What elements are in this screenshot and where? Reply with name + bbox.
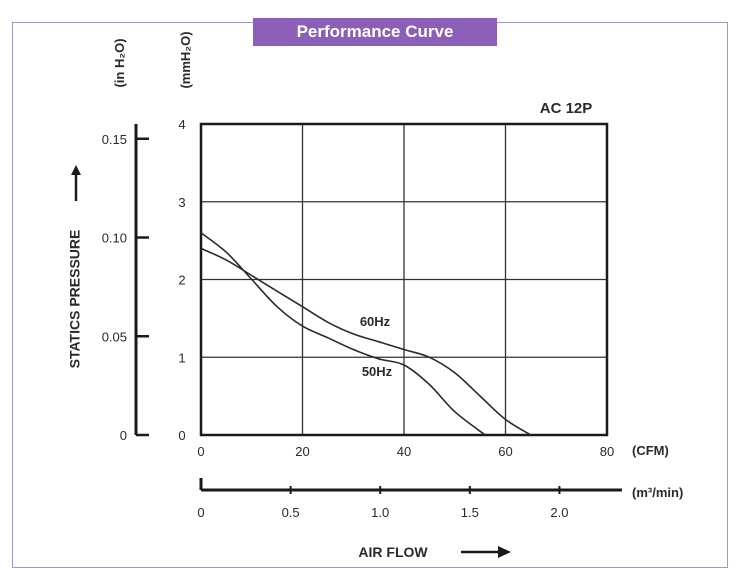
series-line-50hz	[200, 232, 486, 436]
label-50hz: 50Hz	[362, 364, 393, 379]
x-tick-label-m3: 1.5	[461, 505, 479, 520]
x-tick-label-m3: 0.5	[282, 505, 300, 520]
y-tick-label-mm: 2	[178, 273, 185, 288]
model-label: AC 12P	[540, 100, 593, 117]
y-tick-label-in: 0.10	[102, 231, 127, 246]
x-unit-m3: (m³/min)	[632, 485, 683, 500]
x-tick-label: 20	[295, 444, 309, 459]
x-tick-label: 60	[498, 444, 512, 459]
x-tick-label: 80	[600, 444, 614, 459]
plot-border	[199, 122, 609, 437]
y-axis-arrowhead	[71, 165, 81, 175]
x-tick-label: 0	[197, 444, 204, 459]
chart-frame	[12, 22, 728, 568]
y-tick-label-mm: 1	[178, 350, 185, 365]
y-tick-label-in: 0	[120, 428, 127, 443]
y-tick-label-mm: 4	[178, 117, 185, 132]
label-60hz: 60Hz	[360, 314, 391, 329]
y-axis-title: STATICS PRESSURE	[67, 230, 83, 369]
y-unit-in: (in H₂O)	[112, 38, 127, 87]
series-line-60hz	[200, 247, 532, 436]
x-unit-cfm: (CFM)	[632, 443, 669, 458]
y-unit-mm: (mmH₂O)	[178, 31, 193, 88]
x-axis-arrowhead	[498, 546, 511, 558]
x-tick-label: 40	[397, 444, 411, 459]
y-tick-label-mm: 0	[178, 428, 185, 443]
x-axis-title: AIR FLOW	[358, 544, 428, 560]
y-tick-label-in: 0.05	[102, 329, 127, 344]
y-tick-label-in: 0.15	[102, 132, 127, 147]
x-tick-label-m3: 0	[197, 505, 204, 520]
chart-title: Performance Curve	[253, 18, 497, 46]
x-tick-label-m3: 1.0	[371, 505, 389, 520]
x-tick-label-m3: 2.0	[550, 505, 568, 520]
grid	[201, 124, 607, 435]
y-tick-label-mm: 3	[178, 195, 185, 210]
